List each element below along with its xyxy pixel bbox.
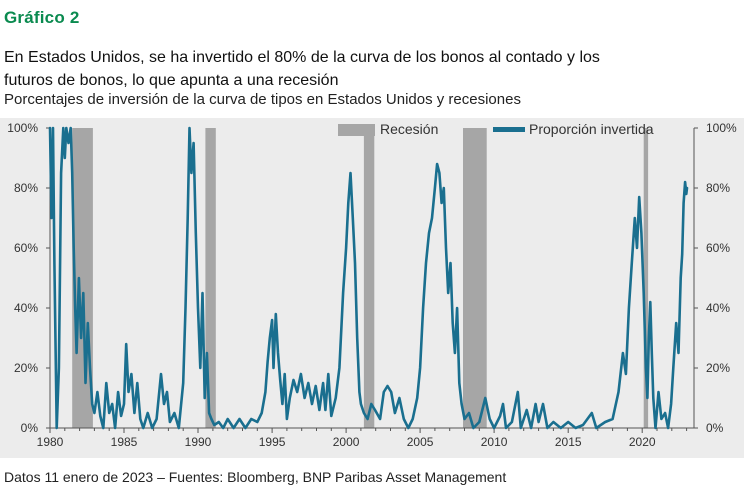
x-tick-label: 1980 bbox=[37, 435, 64, 449]
legend-series-swatch bbox=[493, 127, 525, 132]
y-tick-label-left: 0% bbox=[21, 421, 39, 435]
x-tick-label: 2010 bbox=[481, 435, 508, 449]
y-tick-label-right: 40% bbox=[706, 301, 730, 315]
y-tick-label-right: 0% bbox=[706, 421, 724, 435]
chart-label: Gráfico 2 bbox=[4, 8, 80, 27]
recession-band-5 bbox=[643, 128, 649, 428]
x-tick-label: 1995 bbox=[259, 435, 286, 449]
x-tick-label: 2000 bbox=[333, 435, 360, 449]
y-tick-label-left: 40% bbox=[14, 301, 38, 315]
legend-recession-label: Recesión bbox=[380, 121, 438, 137]
x-tick-label: 2005 bbox=[407, 435, 434, 449]
x-tick-label: 2020 bbox=[629, 435, 656, 449]
y-tick-label-right: 60% bbox=[706, 241, 730, 255]
chart-legend: Recesión Proporción invertida bbox=[338, 121, 654, 137]
y-tick-label-left: 60% bbox=[14, 241, 38, 255]
y-tick-label-right: 80% bbox=[706, 181, 730, 195]
chart-axes: 1980 1985 1990 1995 2000 2005 2010 2015 2020 0% 0%… bbox=[7, 121, 737, 449]
x-tick-label: 1985 bbox=[111, 435, 138, 449]
y-tick-label-left: 20% bbox=[14, 361, 38, 375]
x-tick-label: 2015 bbox=[555, 435, 582, 449]
y-tick-label-left: 100% bbox=[7, 121, 38, 135]
chart-subtitle: Porcentajes de inversión de la curva de … bbox=[4, 91, 521, 108]
y-tick-label-right: 20% bbox=[706, 361, 730, 375]
recession-band-3 bbox=[363, 128, 375, 428]
recession-band-2 bbox=[205, 128, 216, 428]
legend-series-label: Proporción invertida bbox=[529, 121, 654, 137]
recession-band-4 bbox=[463, 128, 487, 428]
legend-recession-swatch bbox=[338, 124, 375, 136]
inversion-chart: 1980 1985 1990 1995 2000 2005 2010 2015 2020 0% 0%… bbox=[7, 121, 737, 449]
y-tick-label-right: 100% bbox=[706, 121, 737, 135]
x-tick-label: 1990 bbox=[185, 435, 212, 449]
chart-headline: En Estados Unidos, se ha invertido el 80… bbox=[4, 49, 600, 89]
series-line-proporcion-invertida bbox=[48, 126, 689, 430]
source-note: Datos 11 enero de 2023 – Fuentes: Bloomb… bbox=[4, 469, 507, 485]
y-tick-label-left: 80% bbox=[14, 181, 38, 195]
series-layer bbox=[48, 126, 689, 430]
